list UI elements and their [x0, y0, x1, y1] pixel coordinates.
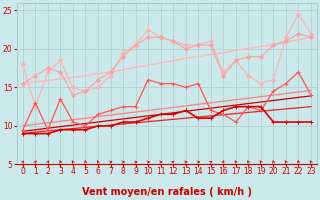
X-axis label: Vent moyen/en rafales ( km/h ): Vent moyen/en rafales ( km/h )	[82, 187, 252, 197]
